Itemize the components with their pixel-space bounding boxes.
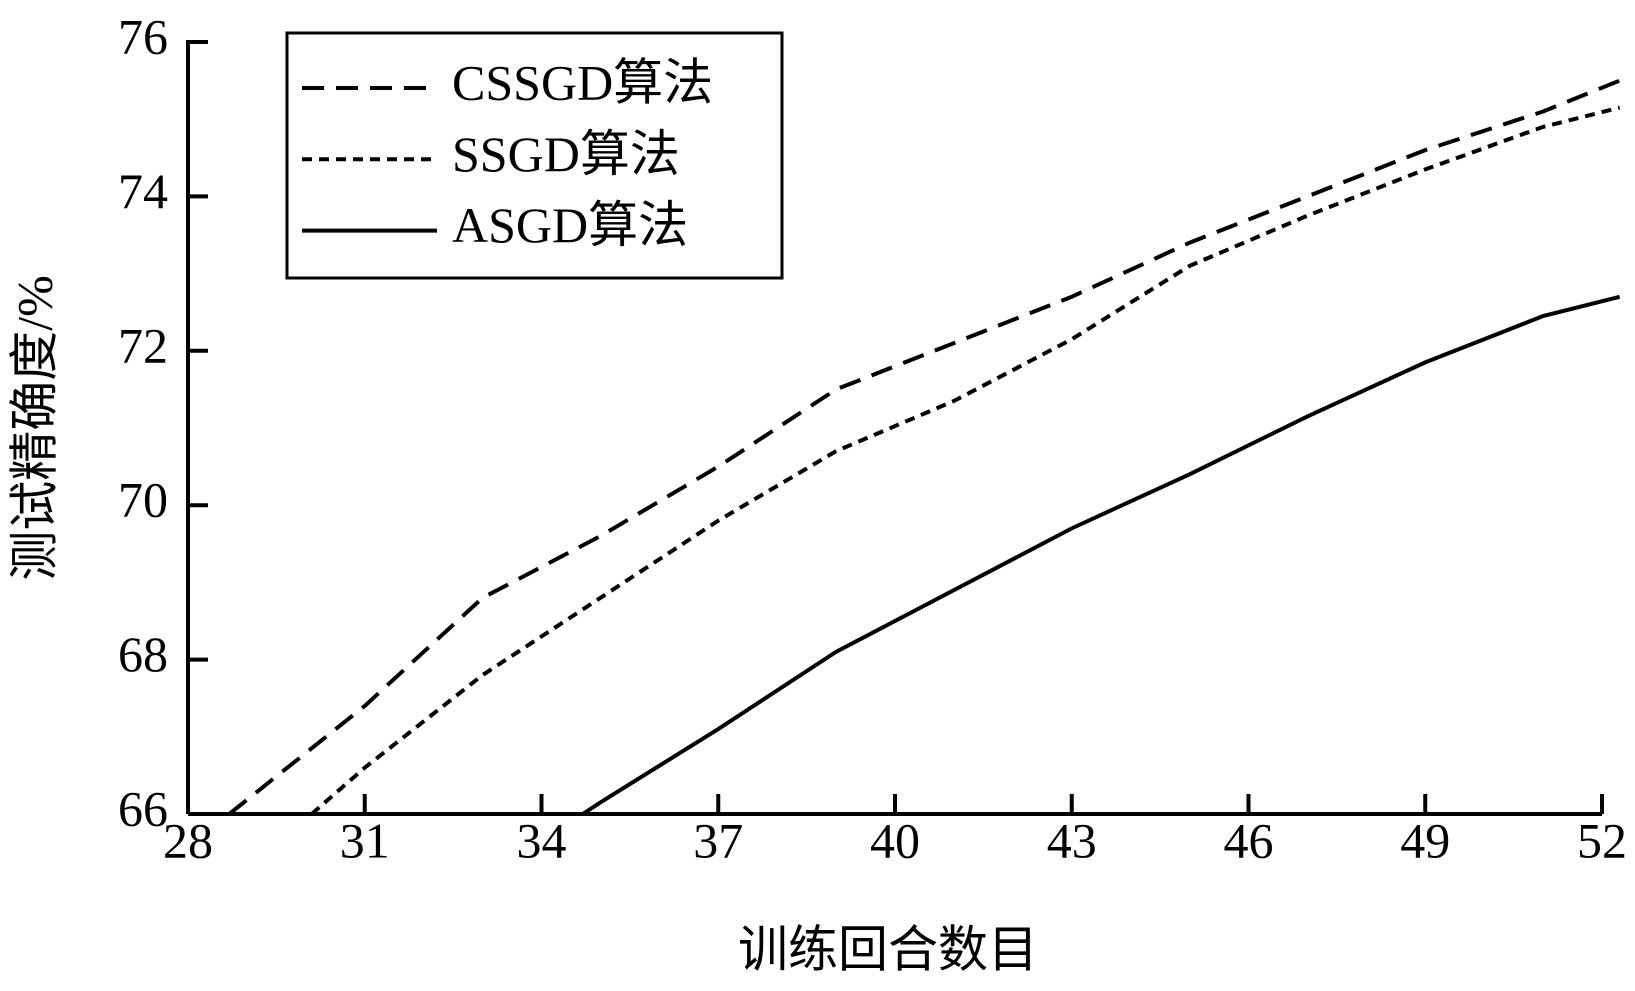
x-tick-label: 28	[163, 812, 213, 868]
series-line	[581, 294, 1621, 816]
y-tick-label: 74	[118, 163, 168, 219]
y-tick-label: 70	[118, 472, 168, 528]
legend-box	[285, 31, 784, 280]
y-axis-label: 测试精确度/%	[6, 275, 62, 581]
legend-label: CSSGD算法	[452, 54, 713, 110]
legend-label: ASGD算法	[452, 197, 688, 253]
y-tick-label: 68	[118, 626, 168, 682]
y-tick-label: 66	[118, 780, 168, 836]
series-line	[227, 78, 1621, 816]
legend-label: SSGD算法	[452, 126, 680, 182]
x-tick-label: 31	[340, 812, 390, 868]
x-tick-label: 52	[1577, 812, 1627, 868]
x-tick-label: 37	[693, 812, 743, 868]
x-tick-label: 34	[517, 812, 567, 868]
x-tick-label: 40	[870, 812, 920, 868]
x-tick-label: 46	[1224, 812, 1274, 868]
series-line	[310, 105, 1621, 816]
x-axis-label: 训练回合数目	[738, 921, 1038, 977]
y-tick-label: 76	[118, 8, 168, 64]
x-tick-label: 49	[1400, 812, 1450, 868]
x-tick-label: 43	[1047, 812, 1097, 868]
y-tick-label: 72	[118, 317, 168, 373]
